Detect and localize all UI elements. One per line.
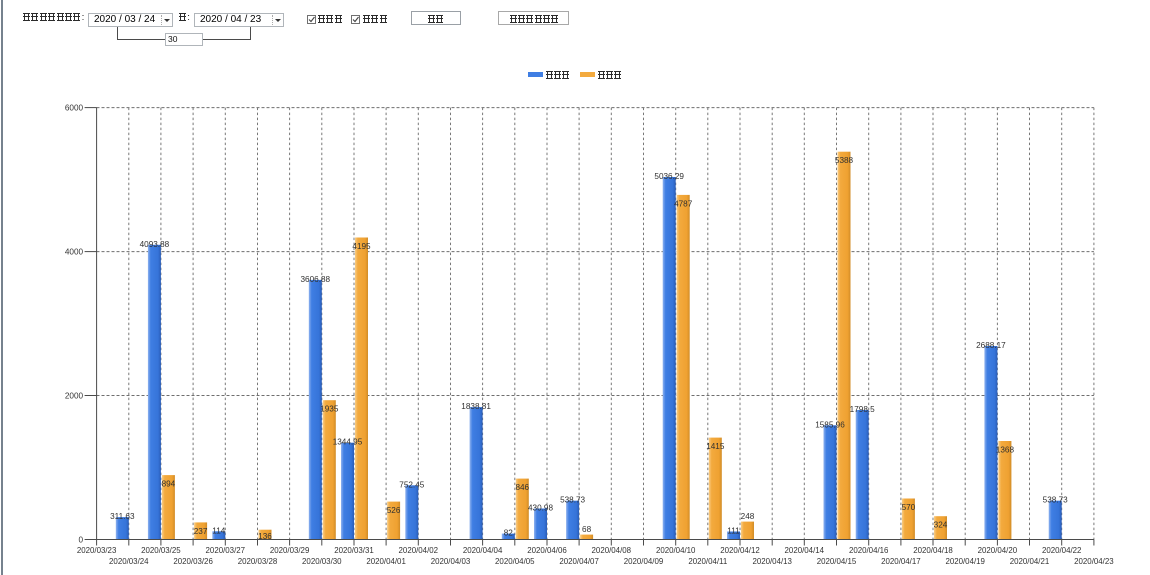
svg-text:237: 237 bbox=[194, 527, 208, 536]
svg-text:2020/04/02: 2020/04/02 bbox=[399, 546, 439, 555]
svg-text:2000: 2000 bbox=[65, 392, 84, 401]
svg-text:2020/03/25: 2020/03/25 bbox=[141, 546, 181, 555]
svg-text:2020/04/19: 2020/04/19 bbox=[945, 557, 985, 566]
svg-text:2020/04/13: 2020/04/13 bbox=[752, 557, 792, 566]
svg-text:1368: 1368 bbox=[996, 446, 1015, 455]
svg-text:538.73: 538.73 bbox=[1043, 496, 1068, 505]
svg-text:5388: 5388 bbox=[835, 156, 854, 165]
svg-text:1798.5: 1798.5 bbox=[850, 405, 875, 414]
svg-text:2020/03/30: 2020/03/30 bbox=[302, 557, 342, 566]
svg-text:2020/04/11: 2020/04/11 bbox=[688, 557, 727, 566]
svg-text:248: 248 bbox=[741, 512, 755, 521]
svg-text:2020/04/08: 2020/04/08 bbox=[592, 546, 632, 555]
svg-text:68: 68 bbox=[582, 525, 592, 534]
svg-text:2688.17: 2688.17 bbox=[976, 341, 1006, 350]
svg-text:3606.88: 3606.88 bbox=[300, 275, 330, 284]
svg-text:4787: 4787 bbox=[674, 199, 693, 208]
svg-text:2020/04/22: 2020/04/22 bbox=[1042, 546, 1082, 555]
svg-text:114: 114 bbox=[212, 526, 225, 535]
svg-text:570: 570 bbox=[902, 503, 916, 512]
svg-text:2020/03/31: 2020/03/31 bbox=[334, 546, 374, 555]
svg-text:2020/04/15: 2020/04/15 bbox=[817, 557, 857, 566]
svg-text:1344.95: 1344.95 bbox=[333, 438, 363, 447]
svg-text:2020/03/28: 2020/03/28 bbox=[238, 557, 278, 566]
svg-text:2020/04/16: 2020/04/16 bbox=[849, 546, 889, 555]
svg-text:4000: 4000 bbox=[65, 248, 84, 257]
svg-text:2020/04/07: 2020/04/07 bbox=[559, 557, 599, 566]
svg-text:538.73: 538.73 bbox=[560, 496, 585, 505]
svg-text:526: 526 bbox=[387, 506, 401, 515]
svg-text:1935: 1935 bbox=[320, 405, 339, 414]
svg-text:2020/04/14: 2020/04/14 bbox=[785, 546, 825, 555]
svg-text:2020/04/04: 2020/04/04 bbox=[463, 546, 503, 555]
svg-text:4195: 4195 bbox=[352, 242, 371, 251]
svg-text:2020/03/24: 2020/03/24 bbox=[109, 557, 149, 566]
svg-text:324: 324 bbox=[934, 521, 948, 530]
svg-text:2020/04/09: 2020/04/09 bbox=[624, 557, 664, 566]
svg-text:2020/03/23: 2020/03/23 bbox=[77, 546, 117, 555]
svg-text:2020/04/03: 2020/04/03 bbox=[431, 557, 471, 566]
svg-text:1415: 1415 bbox=[706, 442, 725, 451]
svg-text:2020/04/21: 2020/04/21 bbox=[1010, 557, 1050, 566]
svg-text:111: 111 bbox=[727, 527, 740, 536]
svg-text:2020/04/23: 2020/04/23 bbox=[1074, 557, 1114, 566]
svg-text:2020/04/01: 2020/04/01 bbox=[366, 557, 406, 566]
svg-text:894: 894 bbox=[162, 480, 176, 489]
svg-text:846: 846 bbox=[515, 483, 529, 492]
svg-text:2020/04/10: 2020/04/10 bbox=[656, 546, 696, 555]
svg-text:6000: 6000 bbox=[65, 104, 84, 113]
svg-text:2020/04/18: 2020/04/18 bbox=[913, 546, 953, 555]
svg-text:82: 82 bbox=[504, 529, 514, 538]
svg-text:311.63: 311.63 bbox=[110, 512, 135, 521]
svg-text:136: 136 bbox=[258, 532, 272, 541]
svg-text:5036.29: 5036.29 bbox=[654, 172, 684, 181]
svg-text:752.45: 752.45 bbox=[399, 480, 424, 489]
svg-text:2020/04/20: 2020/04/20 bbox=[978, 546, 1018, 555]
svg-text:2020/04/17: 2020/04/17 bbox=[881, 557, 921, 566]
svg-text:1585.96: 1585.96 bbox=[815, 420, 845, 429]
svg-text:1838.81: 1838.81 bbox=[461, 402, 491, 411]
svg-text:2020/04/06: 2020/04/06 bbox=[527, 546, 567, 555]
svg-text:2020/04/12: 2020/04/12 bbox=[720, 546, 760, 555]
svg-text:430.98: 430.98 bbox=[528, 504, 553, 513]
svg-text:2020/03/29: 2020/03/29 bbox=[270, 546, 310, 555]
svg-text:0: 0 bbox=[79, 536, 84, 545]
svg-text:2020/03/27: 2020/03/27 bbox=[206, 546, 246, 555]
svg-text:2020/03/26: 2020/03/26 bbox=[173, 557, 213, 566]
svg-text:2020/04/05: 2020/04/05 bbox=[495, 557, 535, 566]
svg-text:4093.88: 4093.88 bbox=[140, 240, 170, 249]
